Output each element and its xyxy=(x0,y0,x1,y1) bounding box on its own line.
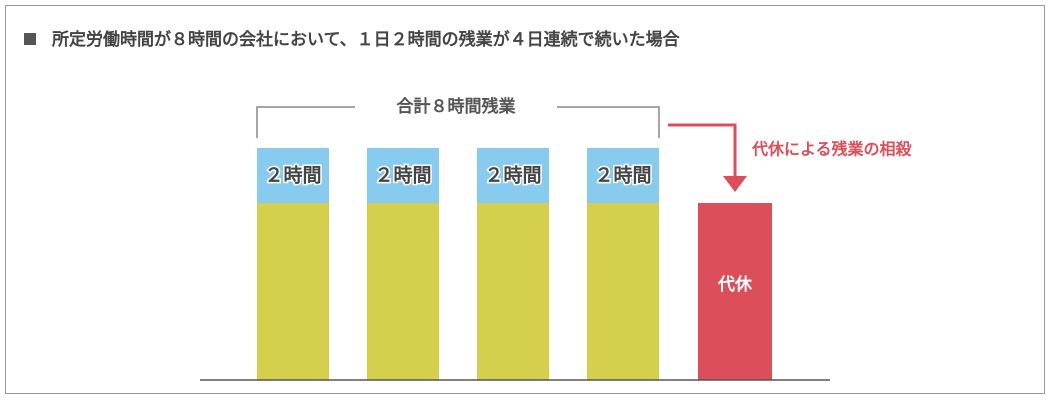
arrow-head xyxy=(723,176,747,192)
regular-hours xyxy=(367,203,439,380)
bracket-label: 合計８時間残業 xyxy=(397,96,516,117)
substitute-label: 代休 xyxy=(717,274,753,295)
overtime xyxy=(257,148,329,203)
overtime-label: ２時間 xyxy=(594,165,651,187)
overtime-label: ２時間 xyxy=(484,165,541,187)
overtime-label: ２時間 xyxy=(264,165,321,187)
bars: ２時間 ２時間 ２時間 ２時間 xyxy=(257,148,659,380)
regular-hours xyxy=(587,203,659,380)
regular-hours xyxy=(477,203,549,380)
title: 所定労働時間が８時間の会社において、１日２時間の残業が４日連続で続いた場合 xyxy=(51,29,681,50)
arrow-label: 代休による残業の相殺 xyxy=(751,140,913,159)
overtime xyxy=(477,148,549,203)
overtime xyxy=(367,148,439,203)
substitute-bar xyxy=(698,203,772,380)
bracket xyxy=(256,106,660,138)
overtime-label: ２時間 xyxy=(374,165,431,187)
regular-hours xyxy=(257,203,329,380)
overtime xyxy=(587,148,659,203)
arrow xyxy=(668,123,737,178)
title-marker xyxy=(24,33,36,45)
